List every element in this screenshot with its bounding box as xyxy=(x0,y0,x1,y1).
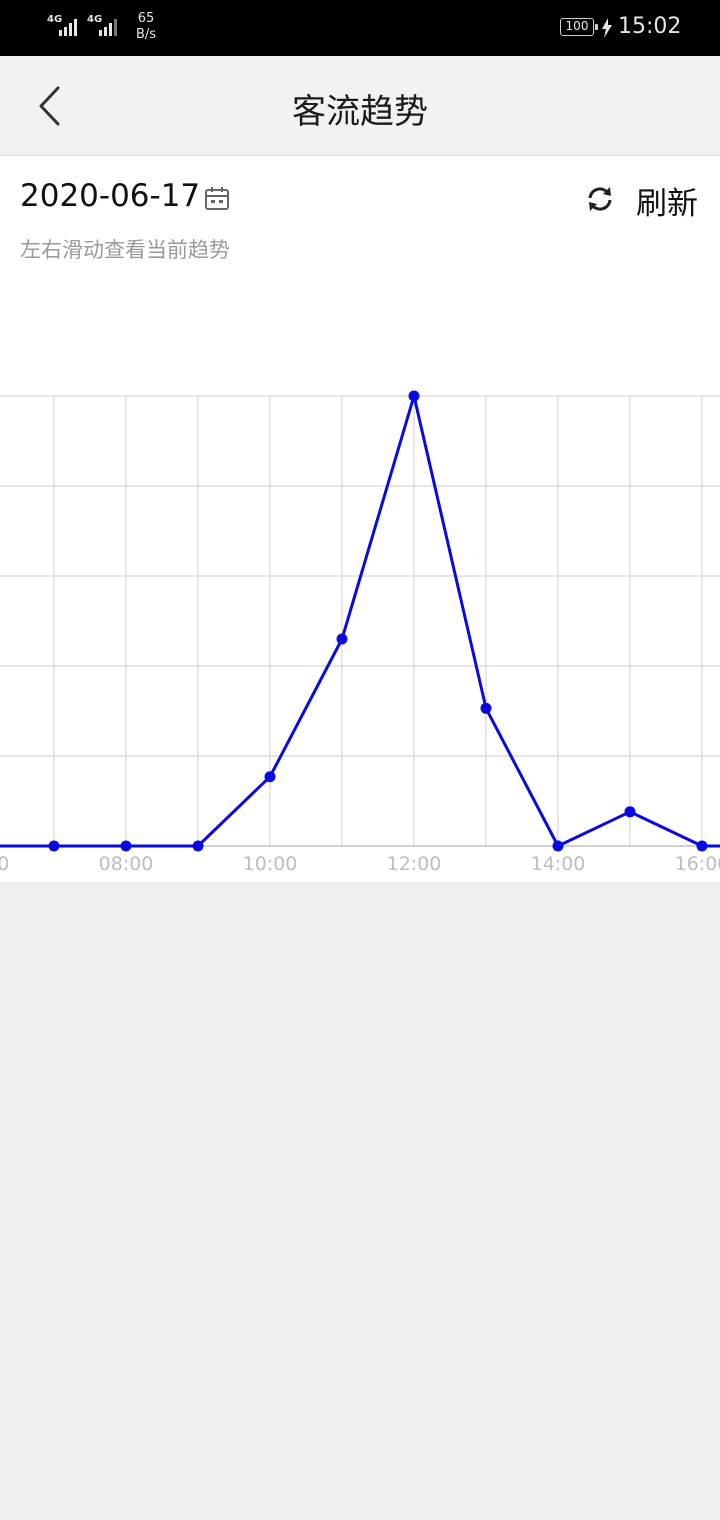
x-tick-label: 14:00 xyxy=(531,853,586,875)
battery-indicator: 100 xyxy=(560,18,598,36)
network-speed-value: 65 xyxy=(137,11,155,26)
signal-bars-icon xyxy=(99,19,117,36)
swipe-hint: 左右滑动查看当前趋势 xyxy=(20,238,230,262)
back-button[interactable] xyxy=(26,80,76,132)
refresh-icon xyxy=(588,187,612,211)
data-point xyxy=(336,633,348,645)
selected-date[interactable]: 2020-06-17 xyxy=(20,178,201,214)
data-point xyxy=(552,840,564,852)
data-point xyxy=(264,771,276,783)
x-tick-label: 16:00 xyxy=(675,853,720,875)
data-point xyxy=(192,840,204,852)
status-time: 15:02 xyxy=(618,14,682,39)
date-selector[interactable]: 2020-06-17 xyxy=(20,178,229,218)
x-tick-label: 06:00 xyxy=(0,853,9,875)
page-title: 客流趋势 xyxy=(292,92,428,132)
data-point xyxy=(696,840,708,852)
data-point xyxy=(480,702,492,714)
x-tick-label: 10:00 xyxy=(243,853,298,875)
x-tick-label: 12:00 xyxy=(387,853,442,875)
signal-bars-icon xyxy=(59,19,77,36)
status-bar: 4G 4G 65 B/s 100 15:02 xyxy=(0,0,720,56)
battery-level: 100 xyxy=(565,19,589,33)
network-speed-unit: B/s xyxy=(135,27,157,42)
network-speed: 65 B/s xyxy=(133,11,159,43)
data-point xyxy=(120,840,132,852)
refresh-button[interactable]: 刷新 xyxy=(586,178,700,222)
calendar-icon[interactable] xyxy=(204,186,230,212)
traffic-trend-chart[interactable]: 06:00 08:00 10:00 12:00 14:00 16:00 xyxy=(0,156,720,882)
data-point xyxy=(624,806,636,818)
trend-panel: 06:00 08:00 10:00 12:00 14:00 16:00 2020-06-1… xyxy=(0,156,720,882)
refresh-label: 刷新 xyxy=(636,186,698,222)
network-type-2: 4G xyxy=(87,14,103,25)
nav-bar: 客流趋势 xyxy=(0,56,720,156)
data-point xyxy=(48,840,60,852)
chevron-left-icon xyxy=(39,86,60,126)
network-type-1: 4G xyxy=(47,14,63,25)
charging-icon xyxy=(602,18,612,38)
x-tick-label: 08:00 xyxy=(99,853,154,875)
series-line xyxy=(0,394,720,848)
data-point xyxy=(408,390,420,402)
